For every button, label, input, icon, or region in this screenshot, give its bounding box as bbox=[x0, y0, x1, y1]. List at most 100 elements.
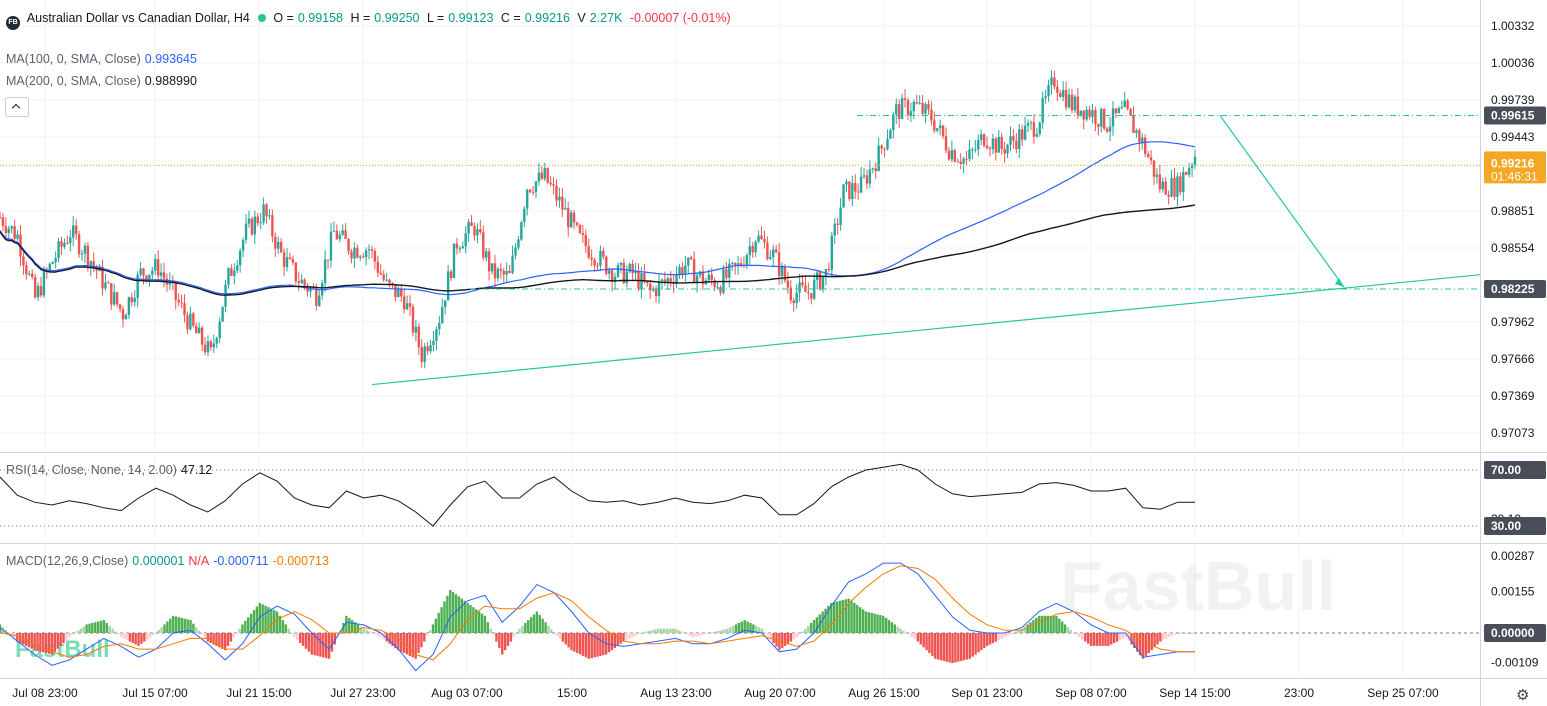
candle-body bbox=[376, 261, 380, 273]
candle-body bbox=[1076, 96, 1080, 115]
macd-histogram-bar bbox=[192, 623, 195, 633]
macd-histogram-bar bbox=[1173, 633, 1176, 635]
macd-histogram-bar bbox=[195, 627, 198, 633]
macd-histogram-bar bbox=[596, 633, 599, 657]
candle-body bbox=[698, 271, 702, 276]
candle-body bbox=[400, 289, 403, 297]
candle-body bbox=[988, 148, 992, 150]
open-value: 0.99158 bbox=[297, 11, 343, 25]
candle-body bbox=[1047, 84, 1050, 97]
candle-body bbox=[288, 257, 292, 260]
candle-body bbox=[271, 215, 274, 237]
candle-body bbox=[1170, 177, 1173, 197]
candle-body bbox=[1032, 122, 1036, 137]
candle-body bbox=[432, 340, 435, 346]
candle-body bbox=[613, 276, 617, 282]
candle-body bbox=[1009, 136, 1012, 145]
candle-body bbox=[177, 299, 180, 303]
ma100-value: 0.993645 bbox=[144, 52, 197, 66]
gear-icon[interactable]: ⚙ bbox=[1516, 687, 1530, 704]
open-label: O = bbox=[273, 11, 294, 25]
candle-body bbox=[206, 341, 210, 353]
macd-histogram-bar bbox=[1020, 628, 1024, 633]
collapse-legend-button[interactable] bbox=[5, 97, 29, 117]
candle-body bbox=[619, 262, 623, 266]
macd-histogram-bar bbox=[1162, 633, 1165, 641]
macd-histogram-bar bbox=[134, 633, 137, 645]
macd-histogram-bar bbox=[642, 632, 645, 634]
ma100-line bbox=[0, 141, 1196, 296]
macd-hist-value: 0.000001 bbox=[132, 554, 185, 568]
ma200-legend[interactable]: MA(200, 0, SMA, Close) 0.988990 bbox=[6, 74, 201, 88]
macd-histogram-bar bbox=[241, 624, 244, 633]
moving-averages bbox=[0, 141, 1196, 296]
macd-histogram-bar bbox=[1026, 624, 1029, 633]
macd-histogram-bar bbox=[902, 630, 905, 633]
candle-body bbox=[174, 282, 177, 300]
candle-body bbox=[385, 279, 388, 281]
candle-body bbox=[678, 266, 681, 275]
macd-histogram-bar bbox=[957, 633, 960, 662]
macd-histogram-bar bbox=[506, 633, 510, 646]
macd-histogram-bar bbox=[1182, 633, 1185, 634]
candle-body bbox=[716, 287, 719, 289]
candle-body bbox=[411, 306, 415, 333]
candle-body bbox=[423, 346, 426, 363]
macd-histogram-bar bbox=[486, 622, 490, 633]
macd-histogram-bar bbox=[746, 621, 749, 633]
candle-body bbox=[1029, 122, 1033, 124]
macd-histogram-bar bbox=[206, 633, 210, 642]
candle-body bbox=[1064, 89, 1068, 108]
macd-legend[interactable]: MACD(12,26,9,Close) 0.000001 N/A -0.000711-… bbox=[6, 554, 333, 568]
macd-histogram-bar bbox=[342, 622, 345, 633]
macd-histogram-bar bbox=[163, 624, 166, 633]
candle-body bbox=[851, 183, 854, 200]
candle-body bbox=[209, 341, 213, 348]
macd-histogram-bar bbox=[971, 633, 974, 657]
volume-label: V bbox=[577, 11, 586, 25]
macd-histogram-bar bbox=[714, 631, 718, 633]
macd-histogram-bar bbox=[365, 630, 368, 633]
price-tick-label: 0.97666 bbox=[1491, 352, 1535, 366]
candle-body bbox=[309, 288, 312, 292]
macd-histogram-bar bbox=[1164, 633, 1168, 639]
candle-body bbox=[63, 242, 66, 247]
macd-histogram-bar bbox=[1190, 633, 1194, 634]
candle-body bbox=[1000, 136, 1003, 150]
macd-histogram-bar bbox=[82, 626, 85, 633]
candle-body bbox=[236, 265, 239, 271]
price-tick-label: 0.98554 bbox=[1491, 241, 1535, 255]
candle-body bbox=[417, 326, 421, 348]
candle-body bbox=[92, 261, 95, 267]
candle-body bbox=[16, 234, 19, 239]
macd-histogram-bar bbox=[368, 631, 371, 633]
ma100-legend[interactable]: MA(100, 0, SMA, Close) 0.993645 bbox=[6, 52, 201, 66]
candle-body bbox=[297, 281, 300, 284]
macd-histogram-bar bbox=[1075, 633, 1078, 636]
candle-body bbox=[51, 262, 54, 264]
candle-body bbox=[1097, 124, 1100, 127]
macd-histogram-bar bbox=[879, 615, 882, 633]
candle-body bbox=[13, 226, 16, 239]
chart-header: FB Australian Dollar vs Canadian Dollar,… bbox=[0, 0, 1480, 40]
candle-body bbox=[60, 241, 63, 247]
candle-body bbox=[649, 283, 652, 291]
candle-body bbox=[31, 273, 34, 278]
macd-histogram-bar bbox=[1003, 633, 1006, 638]
candle-body bbox=[72, 225, 75, 238]
time-tick-label: 23:00 bbox=[1284, 686, 1314, 700]
candle-body bbox=[886, 138, 889, 150]
candle-body bbox=[930, 109, 933, 121]
candle-body bbox=[1193, 156, 1197, 166]
candle-body bbox=[690, 257, 693, 260]
candle-body bbox=[874, 168, 877, 172]
rsi-legend[interactable]: RSI(14, Close, None, 14, 2.00) 47.12 bbox=[6, 463, 216, 477]
macd-histogram-bar bbox=[740, 621, 744, 633]
macd-histogram-bar bbox=[30, 633, 33, 649]
candle-body bbox=[493, 263, 497, 279]
symbol-title[interactable]: Australian Dollar vs Canadian Dollar, H4 bbox=[26, 11, 250, 25]
candle-body bbox=[1056, 86, 1059, 93]
candle-body bbox=[391, 282, 394, 285]
macd-histogram-bar bbox=[570, 633, 573, 651]
